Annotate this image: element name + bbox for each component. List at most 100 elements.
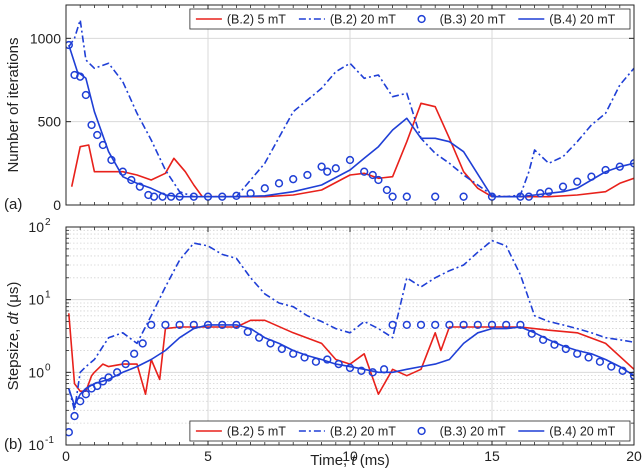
legend-box	[189, 8, 631, 30]
y-tick-exponent: -1	[45, 435, 54, 446]
tick-base: 10	[28, 292, 44, 308]
data-point-b-3-20-mt	[260, 184, 269, 193]
data-point-b-3-20-mt	[561, 344, 570, 354]
legend: (B.2) 5 mT (B.2) 20 mT (B.3) 20 mT (B.4) 20…	[189, 8, 631, 30]
data-point-b-3-20-mt	[584, 353, 593, 362]
series-line-b-2-20-mt	[68, 19, 634, 198]
data-point-b-3-20-mt	[331, 164, 340, 173]
y-tick-exponent: 2	[45, 217, 51, 228]
data-point-b-3-20-mt	[138, 339, 147, 348]
data-point-b-3-20-mt	[93, 130, 102, 140]
data-point-b-3-20-mt	[70, 411, 79, 421]
legend-label: (B.2) 5 mT	[227, 13, 286, 27]
series-line-b-4-20-mt	[68, 44, 634, 198]
data-point-b-3-20-mt	[66, 428, 73, 437]
legend-label: (B.4) 20 mT	[549, 425, 615, 439]
label-part: t	[351, 452, 356, 469]
y-tick-label: 10	[28, 292, 44, 308]
y-tick-exponent: 0	[45, 362, 51, 373]
data-point-b-3-20-mt	[161, 320, 170, 330]
legend-label: (B.2) 20 mT	[330, 425, 396, 439]
data-point-b-3-20-mt	[431, 320, 440, 330]
data-point-b-3-20-mt	[149, 192, 159, 201]
y-tick-label: 10	[28, 364, 44, 380]
data-point-b-3-20-mt	[87, 120, 96, 130]
panel-a: 0 500 1000 Number of iterations (a) (B.2) 5 m…	[4, 4, 635, 213]
y-axis-label: Stepsize, dt (μs)	[5, 282, 22, 391]
ticks: 0 500 1000	[30, 5, 635, 213]
tick-base: 10	[28, 219, 44, 235]
y-tick-label: 10	[28, 437, 44, 453]
data-point-b-3-20-mt	[459, 320, 468, 330]
data-point-b-3-20-mt	[360, 167, 369, 176]
legend-label: (B.4) 20 mT	[549, 13, 615, 27]
legend: (B.2) 5 mT (B.2) 20 mT (B.3) 20 mT (B.4) 20…	[189, 420, 631, 442]
data-point-b-3-20-mt	[388, 192, 397, 201]
y-tick-label: 1000	[30, 30, 61, 46]
data-point-b-3-20-mt	[402, 192, 411, 201]
data-point-b-3-20-mt	[558, 182, 568, 191]
y-axis-label: Number of iterations	[5, 37, 22, 172]
data-point-b-3-20-mt	[81, 90, 91, 100]
data-point-b-3-20-mt	[516, 320, 525, 330]
data-point-b-3-20-mt	[147, 320, 156, 330]
label-part: (ms)	[356, 452, 390, 469]
x-tick-label: 0	[62, 448, 70, 464]
data-point-b-3-20-mt	[573, 177, 582, 186]
x-axis-label: Time, t (ms)	[310, 452, 389, 469]
legend-marker	[417, 426, 426, 436]
data-point-b-3-20-mt	[459, 192, 468, 201]
data-point-b-3-20-mt	[135, 182, 144, 191]
label-part: μ	[5, 294, 22, 303]
data-point-b-3-20-mt	[388, 320, 397, 330]
y-tick-label: 0	[53, 197, 61, 213]
data-point-b-3-20-mt	[416, 320, 426, 330]
data-point-b-3-20-mt	[345, 155, 355, 165]
y-tick-label: 10	[28, 219, 44, 235]
data-point-b-3-20-mt	[374, 175, 383, 185]
data-point-b-3-20-mt	[550, 340, 559, 349]
data-point-b-3-20-mt	[445, 320, 454, 330]
data-point-b-3-20-mt	[81, 390, 91, 399]
x-tick-label: 15	[484, 448, 500, 464]
tick-base: 10	[28, 364, 44, 380]
legend-label: (B.3) 20 mT	[440, 425, 506, 439]
legend-box	[189, 420, 631, 442]
legend-label: (B.2) 20 mT	[330, 13, 396, 27]
x-tick-label: 10	[342, 448, 358, 464]
data-point-b-3-20-mt	[317, 162, 326, 171]
x-tick-label: 5	[204, 448, 212, 464]
data-point-b-3-20-mt	[127, 175, 136, 185]
x-tick-label: 20	[626, 448, 642, 464]
legend-label: (B.3) 20 mT	[440, 13, 506, 27]
label-part: (	[5, 303, 22, 312]
data-point-b-3-20-mt	[323, 167, 332, 176]
legend-marker	[417, 14, 426, 24]
data-point-b-3-20-mt	[402, 320, 411, 330]
data-point-b-3-20-mt	[289, 175, 298, 184]
data-point-b-3-20-mt	[357, 366, 366, 375]
data-point-b-3-20-mt	[431, 192, 440, 201]
data-point-b-3-20-mt	[368, 170, 377, 180]
data-point-b-3-20-mt	[175, 320, 184, 330]
data-point-b-3-20-mt	[130, 349, 139, 358]
data-point-b-3-20-mt	[595, 357, 605, 366]
data-point-b-3-20-mt	[544, 187, 553, 196]
data-point-b-3-20-mt	[121, 359, 130, 369]
series-group	[66, 239, 634, 437]
label-part: s)	[5, 282, 22, 295]
y-tick-label: 500	[38, 114, 62, 130]
series-line-b-2-20-mt	[68, 239, 634, 412]
label-part: dt	[5, 311, 22, 324]
tick-base: 10	[28, 437, 44, 453]
label-part: Time,	[310, 452, 351, 469]
series-group	[66, 19, 634, 201]
data-point-b-3-20-mt	[473, 320, 482, 330]
data-point-b-3-20-mt	[382, 185, 392, 195]
legend-label: (B.2) 5 mT	[227, 425, 286, 439]
y-tick-exponent: 1	[45, 290, 51, 301]
series-line-b-4-20-mt	[68, 324, 634, 407]
